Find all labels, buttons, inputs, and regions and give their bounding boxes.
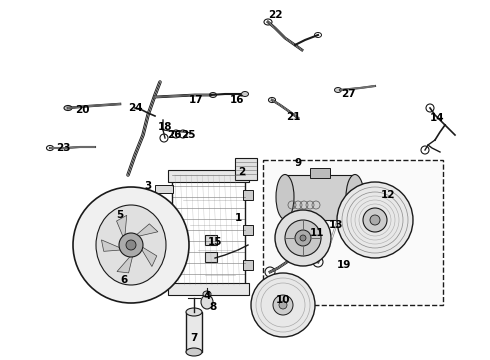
Circle shape: [300, 235, 306, 241]
Bar: [205, 252, 217, 262]
Bar: [243, 190, 253, 200]
Ellipse shape: [203, 291, 211, 297]
Text: 23: 23: [56, 143, 70, 153]
Ellipse shape: [276, 175, 294, 220]
Text: 10: 10: [276, 295, 290, 305]
Text: 27: 27: [341, 89, 355, 99]
Bar: [263, 160, 443, 305]
Bar: [168, 283, 249, 295]
Ellipse shape: [186, 308, 202, 316]
Polygon shape: [117, 215, 127, 240]
Text: 8: 8: [209, 302, 217, 312]
Text: 25: 25: [181, 130, 195, 140]
Bar: [243, 225, 253, 235]
Ellipse shape: [210, 93, 217, 98]
Text: 24: 24: [128, 103, 142, 113]
Text: 3: 3: [145, 181, 151, 191]
Polygon shape: [117, 253, 133, 273]
Text: 11: 11: [310, 228, 324, 238]
Circle shape: [337, 182, 413, 258]
Circle shape: [295, 230, 311, 246]
Ellipse shape: [346, 175, 364, 220]
Text: 26: 26: [167, 130, 181, 140]
Text: 22: 22: [268, 10, 282, 20]
Text: 4: 4: [203, 291, 211, 301]
Polygon shape: [101, 240, 124, 251]
Text: 7: 7: [190, 333, 197, 343]
Text: 18: 18: [158, 122, 172, 132]
Ellipse shape: [64, 105, 72, 111]
Ellipse shape: [186, 348, 202, 356]
Circle shape: [273, 295, 293, 315]
Text: 5: 5: [117, 210, 123, 220]
Bar: [155, 185, 173, 193]
Text: 17: 17: [189, 95, 203, 105]
Circle shape: [279, 301, 287, 309]
Text: 6: 6: [121, 275, 127, 285]
Text: 21: 21: [286, 112, 300, 122]
Text: 1: 1: [234, 213, 242, 223]
Text: 13: 13: [329, 220, 343, 230]
Ellipse shape: [96, 205, 166, 285]
Circle shape: [285, 220, 321, 256]
Text: 12: 12: [381, 190, 395, 200]
Ellipse shape: [242, 91, 248, 96]
Ellipse shape: [201, 295, 213, 309]
Text: 2: 2: [238, 167, 245, 177]
Text: 20: 20: [75, 105, 89, 115]
Circle shape: [370, 215, 380, 225]
Bar: [186, 312, 202, 352]
Ellipse shape: [335, 87, 342, 93]
Text: 14: 14: [430, 113, 444, 123]
Bar: [235, 158, 257, 180]
Circle shape: [363, 208, 387, 232]
Polygon shape: [139, 245, 157, 266]
Bar: [310, 168, 330, 178]
Circle shape: [251, 273, 315, 337]
Circle shape: [275, 210, 331, 266]
Circle shape: [119, 233, 143, 257]
Bar: [243, 260, 253, 270]
Bar: [168, 170, 249, 182]
Circle shape: [126, 240, 136, 250]
Bar: [285, 175, 355, 220]
Bar: [205, 235, 217, 245]
Text: 16: 16: [230, 95, 244, 105]
Text: 15: 15: [208, 237, 222, 247]
Circle shape: [73, 187, 189, 303]
Text: 19: 19: [337, 260, 351, 270]
Polygon shape: [133, 224, 158, 237]
Text: 9: 9: [294, 158, 301, 168]
